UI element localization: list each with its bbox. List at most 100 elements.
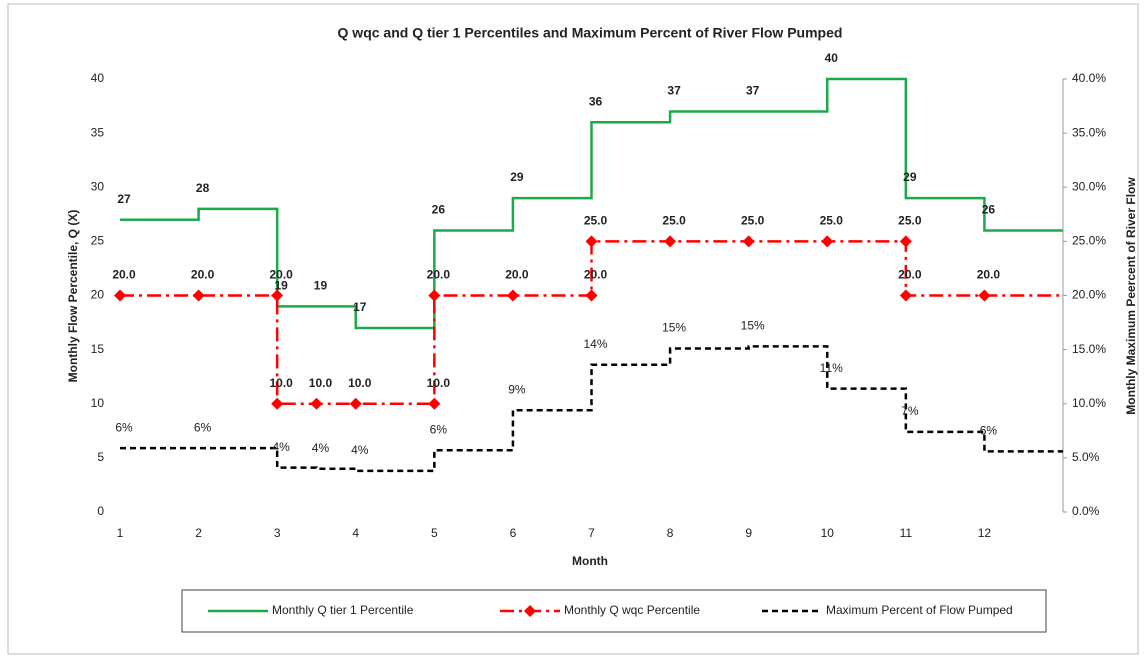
legend-box bbox=[181, 589, 1047, 633]
data-label: 37 bbox=[667, 84, 681, 98]
y2-tick-label: 30.0% bbox=[1072, 179, 1106, 193]
y-tick-label: 30 bbox=[91, 179, 105, 193]
data-label: 20.0 bbox=[427, 268, 451, 282]
data-label: 19 bbox=[274, 278, 288, 292]
y2-tick-label: 25.0% bbox=[1072, 234, 1106, 248]
y2-axis-label: Monthly Maximum Peercent of River Flow bbox=[1124, 177, 1138, 415]
data-label: 25.0 bbox=[898, 214, 922, 228]
data-label: 37 bbox=[746, 84, 760, 98]
data-label: 9% bbox=[508, 382, 526, 396]
legend-label: Monthly Q wqc Percentile bbox=[564, 603, 700, 617]
x-tick-label: 9 bbox=[745, 526, 752, 540]
series-line bbox=[120, 240, 1063, 405]
point-marker bbox=[428, 289, 441, 302]
x-tick-label: 11 bbox=[900, 526, 913, 540]
x-axis-label: Month bbox=[572, 554, 608, 568]
x-tick-label: 2 bbox=[195, 526, 202, 540]
point-marker bbox=[585, 289, 598, 302]
data-label: 7% bbox=[901, 404, 919, 418]
data-label: 20.0 bbox=[112, 268, 136, 282]
data-label: 11% bbox=[820, 361, 843, 375]
point-marker bbox=[899, 235, 912, 248]
data-label: 20.0 bbox=[584, 268, 608, 282]
data-label: 10.0 bbox=[348, 376, 372, 390]
legend-label: Monthly Q tier 1 Percentile bbox=[272, 603, 414, 617]
y-tick-label: 40 bbox=[91, 71, 105, 85]
data-label: 40 bbox=[825, 51, 839, 65]
series-line bbox=[120, 345, 1063, 473]
y-tick-label: 10 bbox=[91, 396, 105, 410]
point-marker bbox=[271, 397, 284, 410]
y-tick-label: 0 bbox=[97, 504, 104, 518]
data-label: 20.0 bbox=[898, 268, 922, 282]
y-tick-label: 5 bbox=[97, 450, 104, 464]
data-label: 6% bbox=[194, 420, 212, 434]
y-tick-label: 15 bbox=[91, 342, 105, 356]
point-marker bbox=[821, 235, 834, 248]
data-label: 27 bbox=[117, 192, 131, 206]
y-tick-label: 25 bbox=[91, 234, 105, 248]
data-label: 26 bbox=[982, 203, 996, 217]
data-label: 20.0 bbox=[977, 268, 1001, 282]
y2-tick-label: 20.0% bbox=[1072, 288, 1106, 302]
data-label: 10.0 bbox=[309, 376, 333, 390]
point-marker bbox=[742, 235, 755, 248]
point-marker bbox=[585, 235, 598, 248]
point-marker bbox=[428, 397, 441, 410]
point-marker bbox=[310, 397, 323, 410]
y2-tick-label: 40.0% bbox=[1072, 71, 1106, 85]
x-tick-label: 12 bbox=[978, 526, 992, 540]
y2-tick-label: 35.0% bbox=[1072, 125, 1106, 139]
data-label: 10.0 bbox=[269, 376, 293, 390]
data-label: 4% bbox=[272, 440, 290, 454]
x-tick-label: 8 bbox=[667, 526, 674, 540]
data-label: 25.0 bbox=[741, 214, 765, 228]
legend-label: Maximum Percent of Flow Pumped bbox=[826, 603, 1013, 617]
data-label: 19 bbox=[314, 278, 328, 292]
data-label: 29 bbox=[903, 170, 917, 184]
point-marker bbox=[192, 289, 205, 302]
data-label: 6% bbox=[430, 422, 448, 436]
data-label: 6% bbox=[980, 424, 998, 438]
data-label: 25.0 bbox=[820, 214, 844, 228]
x-tick-label: 5 bbox=[431, 526, 438, 540]
data-label: 6% bbox=[115, 420, 133, 434]
x-tick-label: 6 bbox=[510, 526, 517, 540]
point-marker bbox=[349, 397, 362, 410]
data-label: 25.0 bbox=[584, 214, 608, 228]
y2-tick-label: 15.0% bbox=[1072, 342, 1106, 356]
data-label: 20.0 bbox=[505, 268, 529, 282]
y-axis-label: Monthly Flow Percentile, Q (X) bbox=[66, 210, 80, 383]
point-marker bbox=[899, 289, 912, 302]
data-label: 15% bbox=[662, 321, 686, 335]
data-label: 4% bbox=[312, 441, 330, 455]
point-marker bbox=[506, 289, 519, 302]
data-label: 14% bbox=[583, 337, 607, 351]
data-label: 28 bbox=[196, 181, 210, 195]
x-tick-label: 4 bbox=[352, 526, 359, 540]
y-tick-label: 35 bbox=[91, 125, 105, 139]
legend-marker bbox=[524, 605, 536, 617]
data-label: 29 bbox=[510, 170, 524, 184]
data-label: 20.0 bbox=[269, 268, 293, 282]
point-marker bbox=[664, 235, 677, 248]
x-tick-label: 7 bbox=[588, 526, 595, 540]
data-label: 15% bbox=[741, 319, 765, 333]
point-marker bbox=[271, 289, 284, 302]
y2-tick-label: 0.0% bbox=[1072, 504, 1100, 518]
point-marker bbox=[978, 289, 991, 302]
data-label: 17 bbox=[353, 300, 367, 314]
data-label: 10.0 bbox=[427, 376, 451, 390]
x-tick-label: 10 bbox=[821, 526, 835, 540]
data-label: 25.0 bbox=[662, 214, 686, 228]
data-label: 36 bbox=[589, 94, 603, 108]
y-tick-label: 20 bbox=[91, 288, 105, 302]
data-label: 26 bbox=[432, 203, 446, 217]
x-tick-label: 1 bbox=[117, 526, 124, 540]
chart-border bbox=[7, 3, 1139, 655]
y2-tick-label: 10.0% bbox=[1072, 396, 1106, 410]
chart-title: Q wqc and Q tier 1 Percentiles and Maxim… bbox=[338, 25, 843, 41]
y2-tick-label: 5.0% bbox=[1072, 450, 1100, 464]
x-tick-label: 3 bbox=[274, 526, 281, 540]
